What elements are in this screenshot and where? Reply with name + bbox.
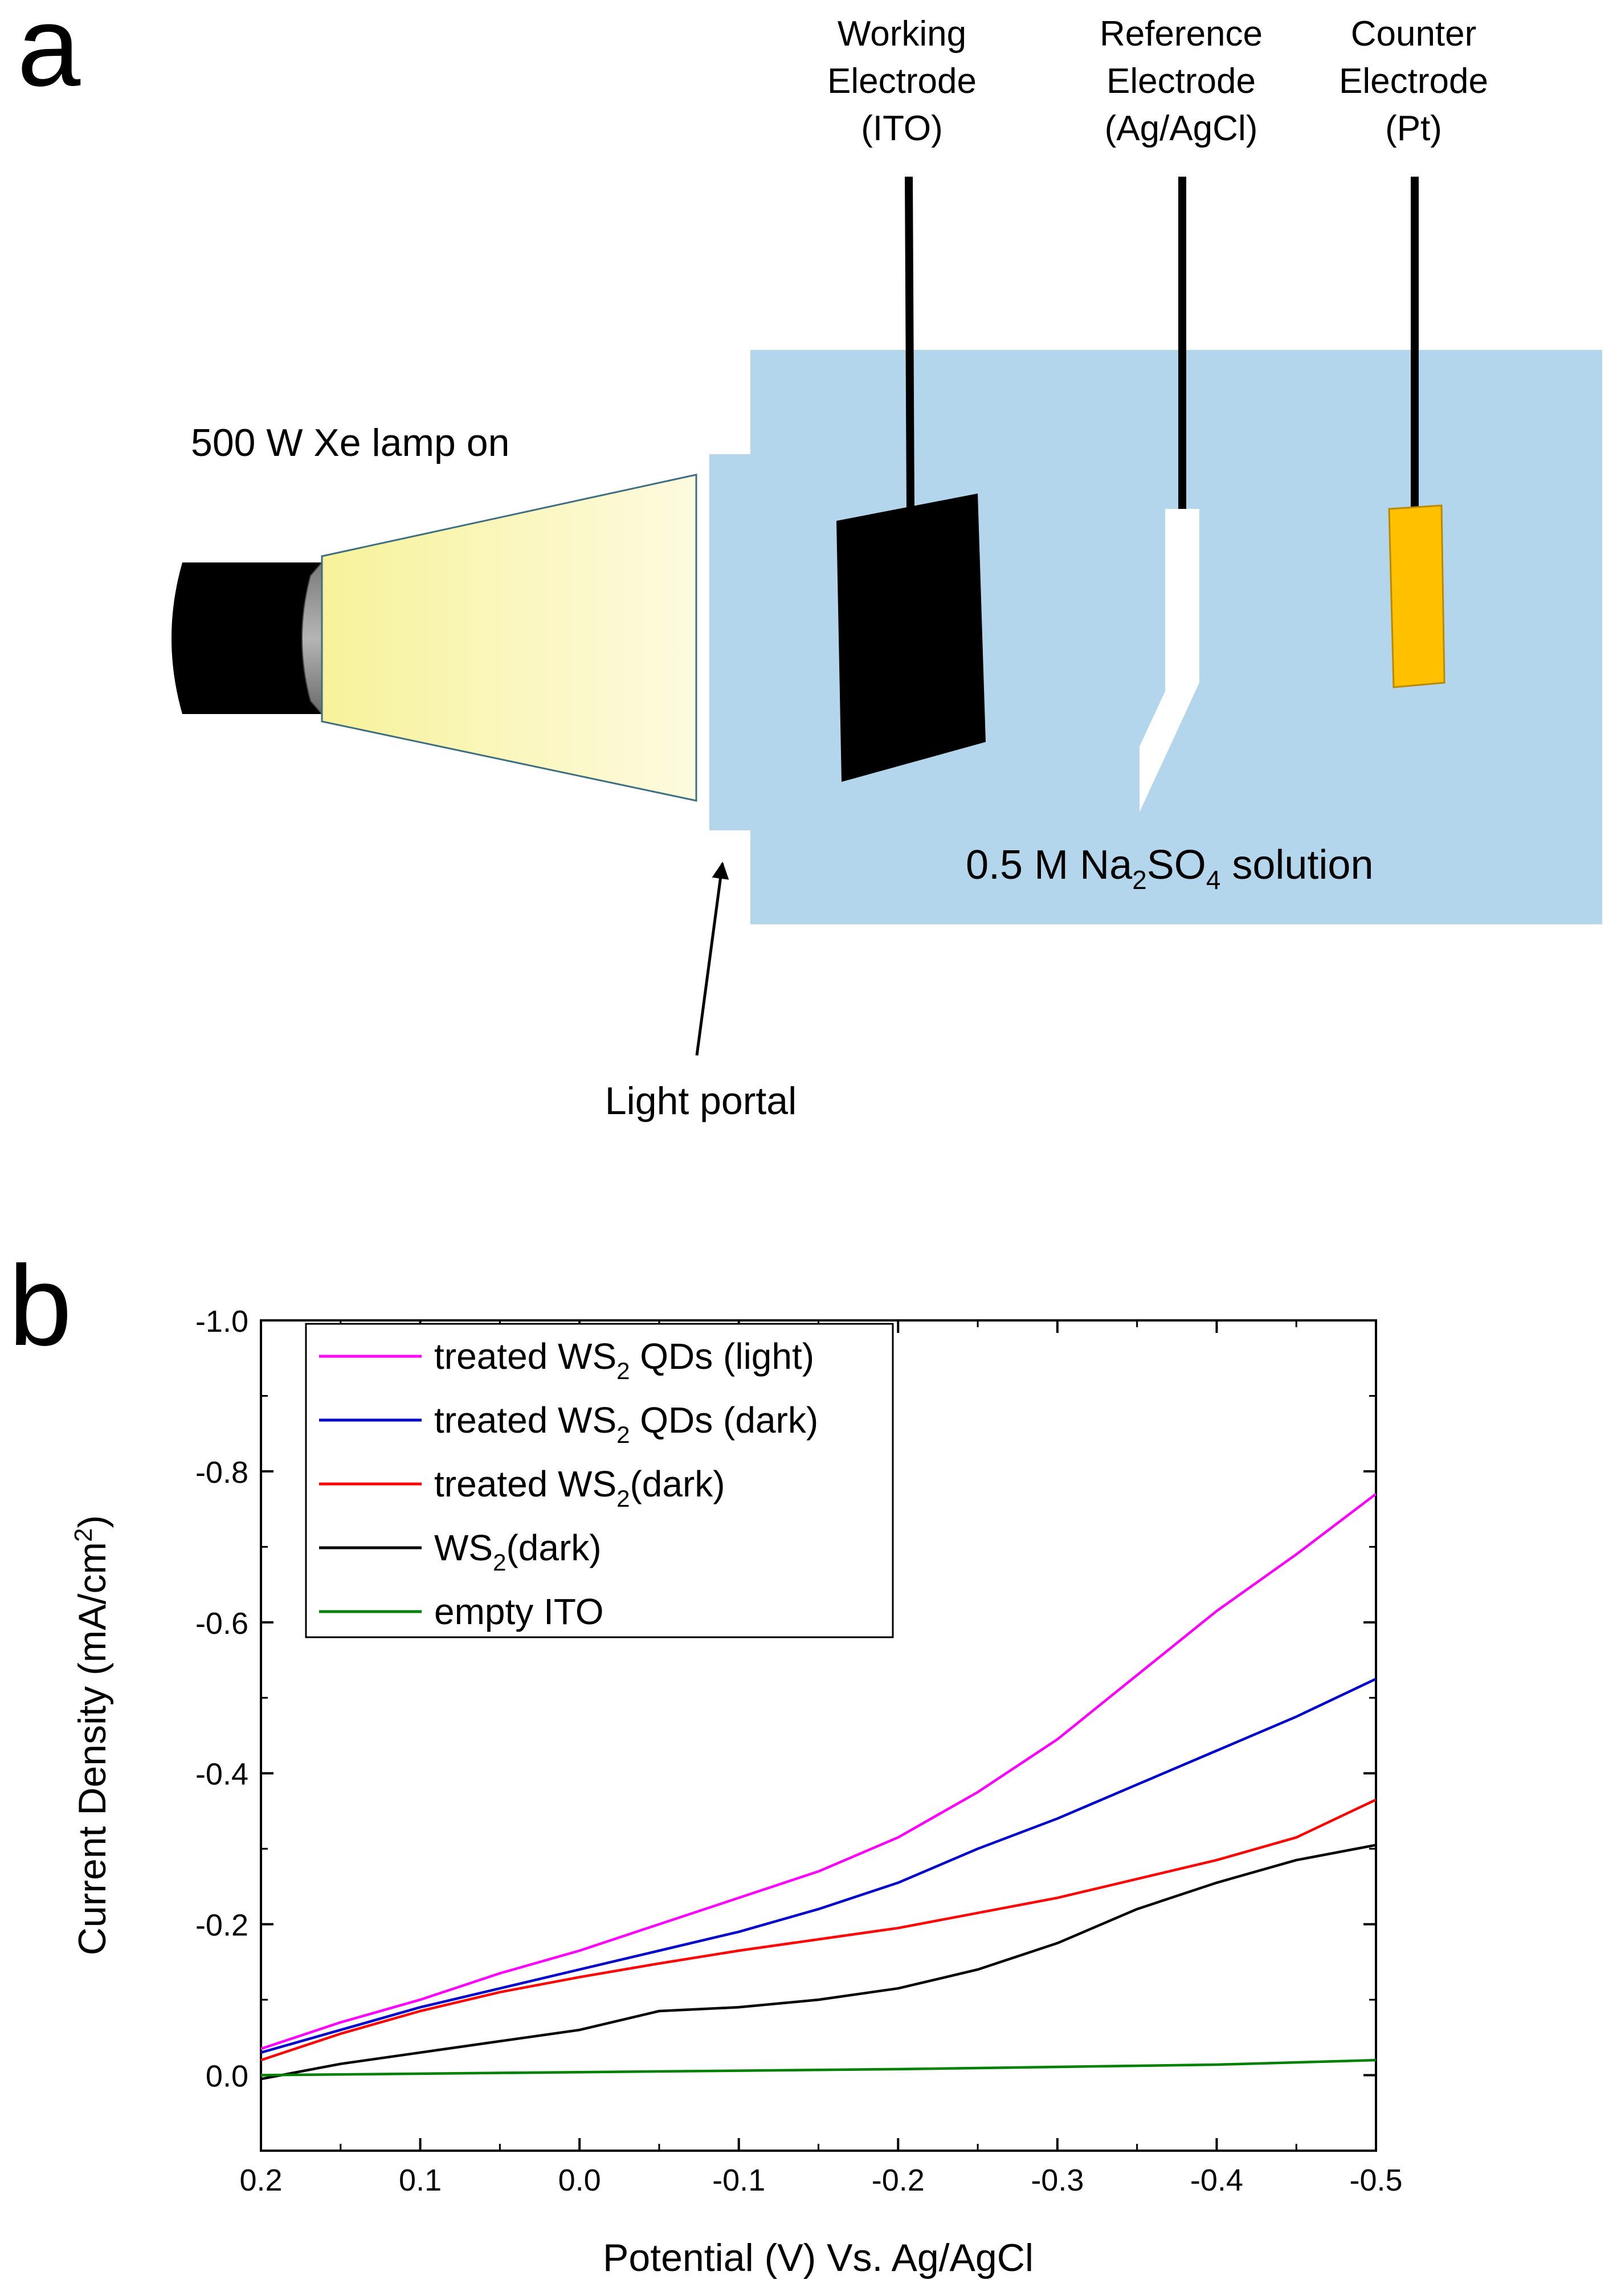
light-beam (321, 474, 697, 802)
portal-label: Light portal (605, 1079, 797, 1123)
reference-electrode-label: Reference Electrode (Ag/AgCl) (1100, 14, 1263, 148)
legend: treated WS2 QDs (light) treated WS2 QDs (… (305, 1323, 894, 1638)
x-tick-label: 0.2 (239, 2163, 282, 2197)
y-tick-label: -0.6 (195, 1606, 248, 1641)
lamp-lens (301, 561, 322, 716)
y-tick-label: -0.2 (195, 1908, 248, 1943)
lamp-label: 500 W Xe lamp on (191, 421, 509, 464)
series-line-1 (261, 1492, 1376, 2050)
x-axis-title: Potential (V) Vs. Ag/AgCl (603, 2236, 1034, 2279)
legend-label-5: empty ITO (434, 1591, 604, 1632)
working-electrode-wire (905, 176, 914, 511)
reference-electrode-tip (1140, 509, 1199, 812)
y-tick-label: 0.0 (206, 2060, 248, 2094)
x-tick-label: -0.2 (872, 2163, 925, 2197)
legend-label-4: WS2(dark) (434, 1527, 602, 1576)
y-axis-ticks: 0.0 -0.2 -0.4 -0.6 -0.8 -1.0 (195, 1304, 1376, 2152)
svg-text:(Ag/AgCl): (Ag/AgCl) (1105, 109, 1258, 148)
series-line-2 (261, 1678, 1376, 2054)
legend-label-1: treated WS2 QDs (light) (434, 1336, 814, 1384)
svg-text:(Pt): (Pt) (1385, 109, 1442, 148)
x-tick-label: -0.1 (712, 2163, 765, 2197)
svg-text:Working: Working (838, 14, 966, 54)
working-electrode-label: Working Electrode (ITO) (827, 14, 977, 148)
series-line-3 (261, 1799, 1376, 2062)
svg-text:(ITO): (ITO) (861, 109, 943, 148)
svg-text:Electrode: Electrode (827, 62, 977, 101)
x-tick-label: 0.1 (399, 2163, 442, 2197)
y-axis-title: Current Density (mA/cm2) (70, 1515, 114, 1956)
series-lines (261, 1492, 1376, 2081)
panel-b: b 0.0 -0.2 -0.4 -0.6 -0.8 -1.0 0.2 0.1 0.0 -0.1 -… (9, 1242, 1403, 2279)
y-tick-label: -0.4 (195, 1757, 248, 1792)
x-tick-label: -0.4 (1190, 2163, 1243, 2197)
svg-text:Reference: Reference (1100, 14, 1263, 54)
counter-electrode-label: Counter Electrode (Pt) (1339, 14, 1488, 148)
panel-a: a 500 W Xe lamp on Working Electrode (IT… (17, 0, 1602, 1123)
portal-arrow (695, 862, 729, 1056)
legend-label-3: treated WS2(dark) (434, 1463, 725, 1512)
x-tick-label: -0.5 (1349, 2163, 1402, 2197)
x-tick-label: -0.3 (1031, 2163, 1084, 2197)
working-electrode-ito (836, 494, 986, 782)
counter-electrode-pt (1388, 504, 1445, 688)
lamp-body (171, 562, 322, 714)
series-line-4 (261, 1844, 1376, 2081)
panel-a-label: a (17, 0, 81, 110)
solution-label: 0.5 M Na2SO4 solution (966, 842, 1374, 895)
solution-tank (709, 350, 1602, 924)
y-tick-label: -0.8 (195, 1455, 248, 1490)
legend-box (305, 1323, 894, 1638)
svg-text:Counter: Counter (1351, 14, 1477, 54)
y-tick-label: -1.0 (195, 1304, 248, 1339)
legend-label-2: treated WS2 QDs (dark) (434, 1400, 818, 1448)
svg-text:Electrode: Electrode (1106, 62, 1256, 101)
svg-text:Electrode: Electrode (1339, 62, 1488, 101)
x-tick-label: 0.0 (558, 2163, 601, 2197)
series-line-5 (261, 2058, 1376, 2077)
panel-b-label: b (9, 1242, 72, 1369)
